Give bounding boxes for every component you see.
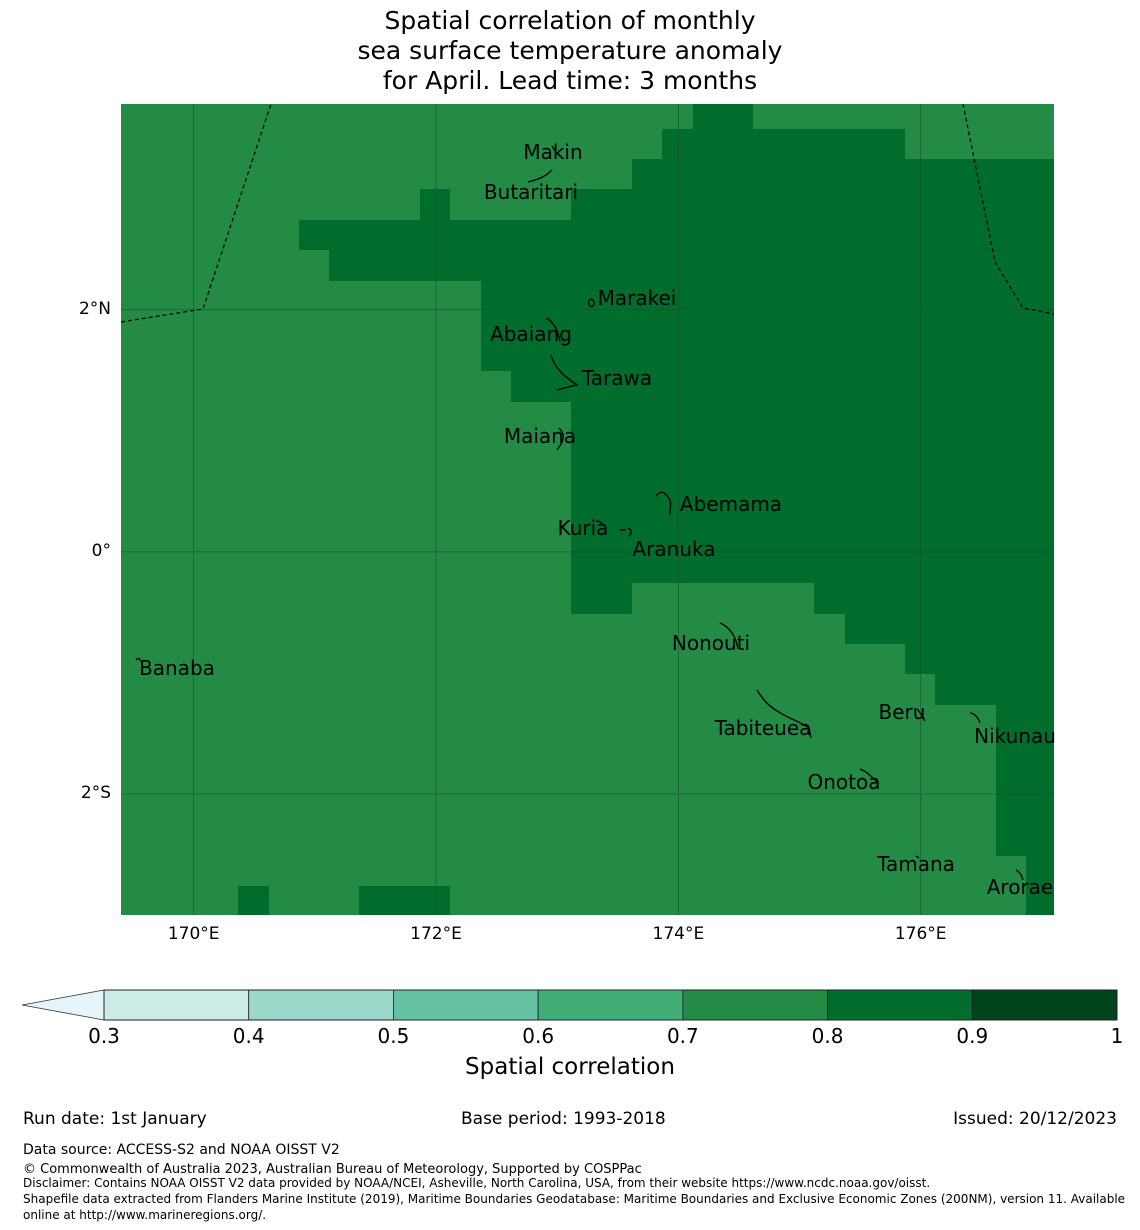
island-label-tarawa: Tarawa [581, 366, 652, 390]
colorbar-tick-label: 0.3 [88, 1024, 120, 1048]
island-label-beru: Beru [879, 700, 926, 724]
title-line-2: sea surface temperature anomaly [357, 36, 783, 65]
island-tabiteuea-outline [756, 689, 812, 739]
eez-boundary-west [120, 103, 272, 323]
island-label-kuria: Kuria [558, 516, 609, 540]
island-marakei-outline [587, 298, 595, 308]
island-label-abemama: Abemama [680, 492, 782, 516]
graticule [121, 104, 1054, 915]
run-date: Run date: 1st January [23, 1109, 207, 1129]
lon-tick-label: 176°E [894, 924, 947, 944]
colorbar-tick-label: 1 [1110, 1024, 1124, 1048]
island-abaiang-outline [545, 317, 561, 343]
island-tamana-outline [915, 855, 920, 859]
island-label-marakei: Marakei [598, 286, 677, 310]
lon-tick-label: 170°E [167, 924, 220, 944]
lon-tick-label: 174°E [652, 924, 705, 944]
colorbar-segment [537, 989, 684, 1021]
island-outlines [135, 145, 1024, 881]
island-label-onotoa: Onotoa [808, 770, 881, 794]
colorbar-tick-label: 0.7 [666, 1024, 699, 1048]
island-banaba-outline [135, 657, 141, 662]
island-label-aranuka: Aranuka [633, 537, 716, 561]
shapefile-credit-2: online at http://www.marineregions.org/. [23, 1208, 267, 1222]
issued-date: Issued: 20/12/2023 [953, 1109, 1117, 1129]
colorbar-tick-label: 0.5 [377, 1024, 410, 1048]
copyright: © Commonwealth of Australia 2023, Austra… [23, 1162, 642, 1177]
eez-boundaries [120, 103, 1055, 323]
eez-boundary-east [962, 103, 1055, 315]
island-label-tabiteuea: Tabiteuea [714, 716, 812, 740]
colorbar-tick-label: 0.4 [232, 1024, 265, 1048]
island-nikunau-outline [969, 712, 981, 724]
colorbar-segment [248, 989, 394, 1021]
island-makin-outline [551, 145, 556, 152]
lat-tick-label: 2°N [78, 298, 111, 319]
colorbar [21, 989, 1118, 1021]
island-nonouti-outline [719, 622, 739, 650]
chart-title: Spatial correlation of monthly sea surfa… [0, 6, 1140, 96]
island-label-maiana: Maiana [504, 424, 576, 448]
island-label-nonouti: Nonouti [672, 631, 750, 655]
lat-tick-label: 0° [91, 540, 111, 561]
colorbar-extend-triangle [21, 989, 105, 1021]
island-abemama-outline [655, 491, 672, 516]
island-butaritari-outline [527, 169, 553, 183]
island-label-nikunau: Nikunau [974, 724, 1056, 748]
colorbar-tick-label: 0.6 [522, 1024, 555, 1048]
island-label-makin: Makin [523, 140, 582, 164]
band-0.8-0.9-cell [238, 886, 269, 915]
island-arorae-outline [1015, 869, 1024, 881]
island-beru-outline [916, 708, 926, 722]
colorbar-tick-label: 0.8 [811, 1024, 844, 1048]
colorbar-label: Spatial correlation [465, 1054, 675, 1080]
data-source: Data source: ACCESS-S2 and NOAA OISST V2 [23, 1142, 340, 1158]
island-label-butaritari: Butaritari [484, 180, 578, 204]
colorbar-outline [103, 989, 1118, 1021]
disclaimer: Disclaimer: Contains NOAA OISST V2 data … [23, 1176, 931, 1190]
colorbar-segments [103, 989, 1118, 1021]
colorbar-segment [827, 989, 973, 1021]
base-period: Base period: 1993-2018 [461, 1109, 666, 1129]
map-svg: Makin Butaritari Marakei Abaiang Tarawa Maian… [120, 103, 1056, 915]
island-aranuka-outline [620, 527, 632, 537]
island-onotoa-outline [859, 768, 879, 784]
band-0.8-0.9-cell [359, 886, 450, 915]
band-0.8-0.9 [299, 104, 1054, 915]
island-label-tamana: Tamana [876, 852, 955, 876]
shapefile-credit-1: Shapefile data extracted from Flanders M… [23, 1192, 1126, 1206]
colorbar-segment [971, 989, 1118, 1021]
title-line-3: for April. Lead time: 3 months [382, 66, 758, 95]
lat-tick-label: 2°S [80, 782, 111, 803]
island-label-arorae: Arorae [987, 875, 1053, 899]
colorbar-segment [103, 989, 250, 1021]
island-kuria-outline [595, 520, 605, 527]
island-labels: Makin Butaritari Marakei Abaiang Tarawa Maian… [139, 140, 1056, 899]
colorbar-segment [393, 989, 539, 1021]
island-maiana-outline [556, 427, 564, 451]
island-label-banaba: Banaba [139, 656, 215, 680]
colorbar-tick-label: 0.9 [956, 1024, 989, 1048]
island-label-abaiang: Abaiang [490, 322, 572, 346]
correlation-grid [121, 104, 1054, 915]
colorbar-segment [682, 989, 828, 1021]
title-line-1: Spatial correlation of monthly [384, 6, 756, 35]
lon-tick-label: 172°E [410, 924, 462, 944]
island-tarawa-outline [550, 354, 579, 391]
